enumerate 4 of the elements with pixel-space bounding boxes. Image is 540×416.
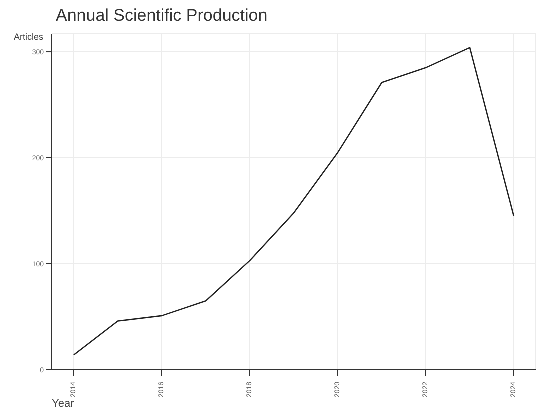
y-axis-title: Articles [14,32,44,42]
line-series [73,47,515,356]
chart-title: Annual Scientific Production [56,6,268,26]
x-axis-title: Year [52,398,74,410]
